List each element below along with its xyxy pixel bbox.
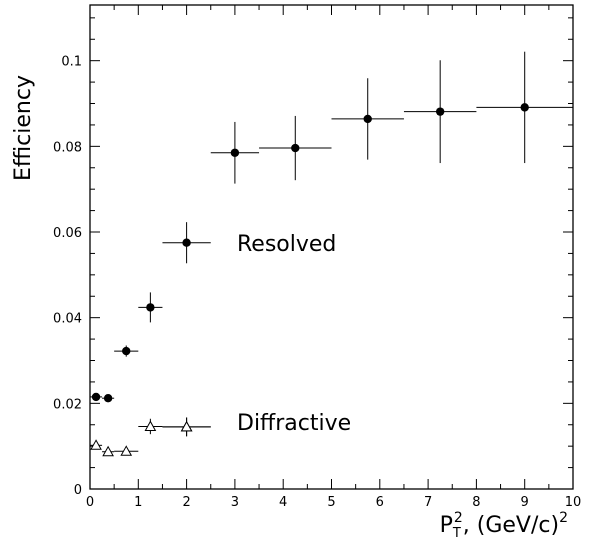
- x-tick-label: 9: [521, 495, 529, 510]
- diffractive-point-marker: [144, 420, 157, 431]
- y-tick-label: 0.06: [53, 226, 82, 241]
- y-tick-label: 0.1: [61, 55, 82, 70]
- legend-label-resolved: Resolved: [237, 232, 336, 257]
- legend-marker-resolved: [162, 222, 211, 264]
- legend-marker-diffractive-marker: [180, 420, 193, 432]
- y-tick-label: 0.02: [53, 397, 82, 412]
- x-tick-label: 6: [376, 495, 384, 510]
- resolved-point: [138, 292, 163, 323]
- x-tick-label: 3: [231, 495, 239, 510]
- x-tick-label: 5: [327, 495, 335, 510]
- resolved-point-marker: [91, 392, 101, 402]
- legend-marker-diffractive: [162, 417, 211, 437]
- x-tick-label: 4: [279, 495, 287, 510]
- resolved-point-marker: [122, 346, 131, 356]
- resolved-point-marker: [103, 393, 113, 403]
- resolved-point: [331, 78, 404, 160]
- x-tick-label: 0: [86, 495, 94, 510]
- diffractive-point-marker: [102, 445, 114, 457]
- resolved-point-marker: [230, 148, 240, 157]
- resolved-point-marker: [363, 114, 372, 124]
- diffractive-point-marker: [90, 439, 102, 450]
- diffractive-point: [102, 445, 115, 457]
- resolved-point: [259, 115, 332, 181]
- diffractive-point: [138, 418, 163, 435]
- x-tick-label: 1: [134, 495, 142, 510]
- diffractive-point-marker: [120, 445, 133, 456]
- resolved-point-marker: [291, 143, 300, 153]
- legend-label-diffractive: Diffractive: [237, 411, 351, 436]
- x-tick-label: 8: [472, 495, 480, 510]
- x-tick-label: 2: [182, 495, 190, 510]
- resolved-point-marker: [146, 303, 155, 312]
- diffractive-point: [114, 445, 139, 456]
- resolved-point-marker: [520, 103, 529, 112]
- x-tick-label: 7: [424, 495, 432, 510]
- resolved-point: [102, 393, 115, 403]
- y-tick-label: 0.04: [53, 312, 82, 327]
- axis-tick-labels: 0 1 2 3 4 5 6 7 8 9 10 0 0.02 0.04 0.06 0.08 0.1: [53, 55, 581, 510]
- resolved-point: [403, 60, 477, 164]
- y-axis-label: Efficiency: [11, 75, 36, 181]
- resolved-point: [90, 392, 103, 402]
- resolved-point: [210, 121, 260, 184]
- resolved-point: [114, 345, 139, 357]
- x-axis-label: PT2, (GeV/c)2: [440, 510, 568, 541]
- diffractive-point: [90, 439, 103, 450]
- legend-marker-resolved-marker: [182, 238, 191, 247]
- y-tick-label: 0: [74, 483, 82, 498]
- resolved-point: [476, 51, 573, 164]
- resolved-point-marker: [435, 107, 445, 116]
- y-tick-label: 0.08: [53, 140, 82, 155]
- axis-ticks: [89, 5, 574, 490]
- x-tick-label: 10: [565, 495, 582, 510]
- legend: Resolved Diffractive: [162, 222, 351, 437]
